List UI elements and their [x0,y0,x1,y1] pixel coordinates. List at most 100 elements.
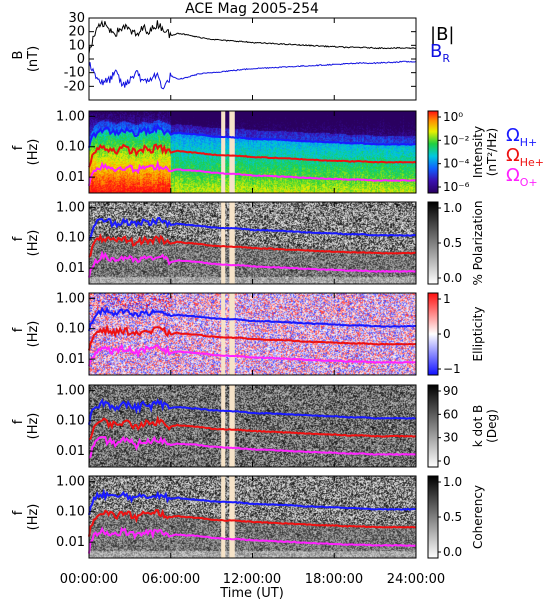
colorbar-label: k dot B [471,405,485,447]
gyro-h-line [88,306,417,332]
y-tick-label: 0.01 [56,352,85,367]
colorbar-unit: (Deg) [485,409,499,443]
y-axis-label: f [11,419,26,424]
legend-omega-he-sub: He+ [520,156,544,169]
legend-b-r-main: B [430,41,442,62]
y-axis-unit: (Hz) [26,139,41,166]
gyro-o-line [88,250,417,278]
y-tick-label: 1.00 [56,474,85,489]
y-axis-label: B [11,51,26,60]
y-tick-label: 0.01 [56,170,85,185]
y-tick-label: 10 [68,38,85,53]
colorbar-tick-label: 60 [443,407,458,421]
gyro-h-line [88,216,417,240]
colorbar-tick-label: 10⁰ [443,110,463,124]
x-tick-label: 12:00:00 [223,572,281,587]
legend-omega-h-main: Ω [506,125,520,146]
gyro-h-line [88,398,417,425]
legend-omega-h: ΩH+ [506,125,537,149]
legend-omega-h-sub: H+ [520,136,538,149]
y-tick-label: -20 [64,79,85,94]
colorbar [427,110,439,194]
gyro-o-line [88,435,417,459]
y-tick-label: 0.10 [56,414,85,429]
colorbar-tick-label: 0.5 [443,236,462,250]
data-gap-band [221,202,226,284]
y-tick-label: 20 [68,25,85,40]
data-gap-band [229,111,235,193]
y-tick-label: 0.01 [56,444,85,459]
x-tick-label: 00:00:00 [60,572,118,587]
gyro-he-line [88,415,417,441]
legend-omega-he-main: Ω [506,145,520,166]
data-gap-band [229,476,235,558]
y-axis-label: f [11,236,26,241]
figure-title: ACE Mag 2005-254 [185,1,319,17]
x-tick-label: 18:00:00 [305,572,363,587]
colorbar-tick-label: 1.0 [443,475,462,489]
colorbar-tick-label: 0 [443,327,451,341]
b-total-line [88,19,417,54]
data-gap-band [221,111,226,193]
y-tick-label: 0.10 [56,322,85,337]
colorbar-tick-label: 0.0 [443,545,462,559]
y-tick-label: 0.01 [56,261,85,276]
y-axis-unit: (nT) [26,46,41,72]
x-tick-label: 06:00:00 [142,572,200,587]
legend-b-total: |B| [430,24,454,45]
colorbar [427,292,439,376]
colorbar-tick-label: −1 [443,362,461,376]
gyro-he-line [88,508,417,537]
legend-omega-he: ΩHe+ [506,145,544,169]
colorbar-label: Intensity [471,126,485,178]
colorbar-tick-label: 0 [443,454,451,468]
data-gap-band [229,293,235,375]
y-axis-unit: (Hz) [26,321,41,348]
legend-omega-o: ΩO+ [506,165,538,189]
panel-frame [88,17,417,101]
b-r-line [88,60,416,90]
y-tick-label: 1.00 [56,200,85,215]
legend-b-r: BR [430,41,450,65]
colorbar-tick-label: 10⁻⁴ [443,157,470,171]
y-tick-label: 30 [68,11,85,26]
y-tick-label: 0.10 [56,505,85,520]
colorbar-tick-label: 1 [443,292,451,306]
spectrogram-layer [89,111,416,558]
data-gap-band [229,385,235,467]
gyro-o-line [88,343,417,367]
y-axis-unit: (Hz) [26,230,41,257]
y-axis-unit: (Hz) [26,504,41,531]
colorbar-tick-label: 30 [443,431,458,445]
colorbar-label: Coherency [471,485,485,549]
y-tick-label: 0.10 [56,231,85,246]
gyro-he-line [88,143,417,168]
data-gap-band [221,476,226,558]
gyro-h-line [88,488,417,515]
gyro-o-line [88,159,417,186]
gyro-he-line [88,323,417,351]
y-tick-label: 0.01 [56,535,85,550]
legend-omega-o-sub: O+ [520,176,538,189]
y-tick-label: 1.00 [56,383,85,398]
legend-b-r-sub: R [442,52,450,65]
colorbar [427,384,439,468]
colorbar-tick-label: 0.0 [443,271,462,285]
colorbar-tick-label: 1.0 [443,201,462,215]
colorbar [427,475,439,559]
colorbar [427,201,439,285]
y-tick-label: 0 [77,52,85,67]
colorbar-tick-label: 10⁻⁶ [443,180,470,194]
y-axis-unit: (Hz) [26,413,41,440]
colorbar-label: Ellipticity [471,307,485,362]
y-axis-label: f [11,145,26,150]
colorbar-tick-label: 10⁻² [443,133,470,147]
x-tick-label: 24:00:00 [387,572,445,587]
x-axis-label: Time (UT) [219,586,284,600]
data-gap-band [221,385,226,467]
y-tick-label: 1.00 [56,109,85,124]
data-gap-band [221,293,226,375]
